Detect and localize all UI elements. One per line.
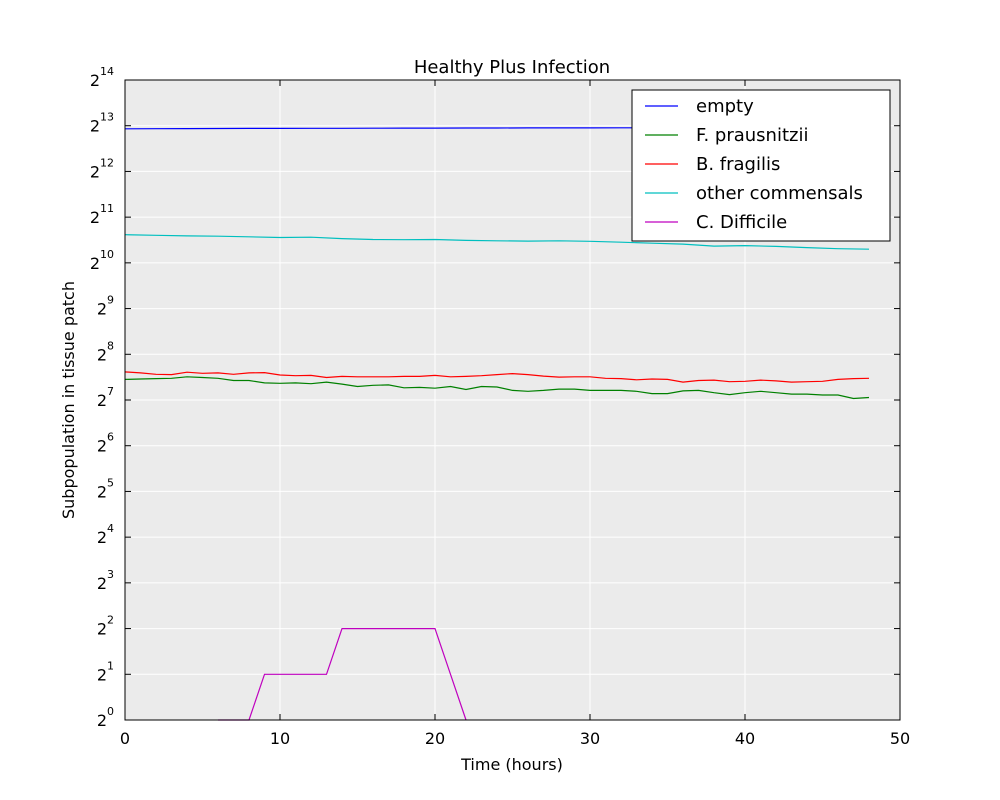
series-line-4 — [218, 627, 467, 721]
y-tick-base: 2 — [97, 711, 107, 730]
y-tick-exponent: 11 — [100, 202, 114, 215]
y-tick-base: 2 — [90, 117, 100, 136]
y-tick-base: 2 — [97, 391, 107, 410]
x-tick-label: 0 — [120, 729, 130, 748]
legend: empty F. prausnitzii B. fragilis other comm… — [631, 89, 891, 242]
y-tick-label: 26 — [97, 431, 114, 456]
y-tick-label: 25 — [97, 476, 114, 501]
x-axis-label: Time (hours) — [460, 755, 563, 774]
y-tick-exponent: 5 — [107, 476, 114, 489]
y-tick-label: 214 — [90, 65, 114, 90]
y-tick-label: 21 — [97, 659, 114, 684]
y-tick-base: 2 — [97, 345, 107, 364]
y-tick-exponent: 6 — [107, 431, 114, 444]
y-tick-label: 20 — [97, 705, 114, 730]
series-line-2 — [124, 371, 870, 383]
y-tick-label: 28 — [97, 339, 114, 364]
y-tick-base: 2 — [97, 437, 107, 456]
series-line-1 — [124, 376, 870, 400]
y-axis-label: Subpopulation in tissue patch — [59, 281, 78, 519]
legend-label: F. prausnitzii — [696, 125, 808, 146]
legend-label: empty — [696, 96, 754, 117]
y-tick-exponent: 8 — [107, 339, 114, 352]
legend-label: B. fragilis — [696, 154, 780, 175]
y-tick-base: 2 — [97, 620, 107, 639]
y-tick-exponent: 12 — [100, 156, 114, 169]
x-tick-label: 50 — [890, 729, 910, 748]
y-tick-exponent: 2 — [107, 614, 114, 627]
legend-box — [631, 89, 891, 242]
y-tick-exponent: 3 — [107, 568, 114, 581]
chart-title: Healthy Plus Infection — [414, 57, 610, 78]
y-tick-exponent: 9 — [107, 294, 114, 307]
x-tick-labels: 0 10 20 30 40 50 — [120, 729, 910, 748]
y-tick-label: 212 — [90, 156, 114, 181]
x-tick-label: 30 — [580, 729, 600, 748]
y-tick-exponent: 14 — [100, 65, 114, 78]
y-tick-label: 27 — [97, 385, 114, 410]
y-tick-base: 2 — [90, 162, 100, 181]
y-tick-exponent: 0 — [107, 705, 114, 718]
x-tick-label: 10 — [270, 729, 290, 748]
y-tick-exponent: 13 — [100, 111, 114, 124]
y-tick-base: 2 — [90, 71, 100, 90]
y-tick-label: 23 — [97, 568, 114, 593]
y-tick-label: 210 — [90, 248, 114, 273]
x-tick-label: 20 — [425, 729, 445, 748]
y-tick-exponent: 1 — [107, 659, 114, 672]
y-tick-label: 211 — [90, 202, 114, 227]
y-tick-exponent: 4 — [107, 522, 114, 535]
y-tick-exponent: 7 — [107, 385, 114, 398]
legend-label: C. Difficile — [696, 212, 787, 233]
series-line-3 — [124, 234, 870, 250]
y-tick-label: 29 — [97, 294, 114, 319]
ticks — [124, 79, 901, 721]
y-tick-base: 2 — [97, 574, 107, 593]
y-tick-base: 2 — [90, 254, 100, 273]
y-tick-base: 2 — [97, 300, 107, 319]
y-tick-label: 213 — [90, 111, 114, 136]
y-tick-exponent: 10 — [100, 248, 114, 261]
y-tick-base: 2 — [97, 665, 107, 684]
x-tick-label: 40 — [735, 729, 755, 748]
y-tick-label: 24 — [97, 522, 114, 547]
y-tick-label: 22 — [97, 614, 114, 639]
y-tick-base: 2 — [90, 208, 100, 227]
y-tick-base: 2 — [97, 528, 107, 547]
legend-label: other commensals — [696, 183, 863, 204]
y-tick-base: 2 — [97, 482, 107, 501]
